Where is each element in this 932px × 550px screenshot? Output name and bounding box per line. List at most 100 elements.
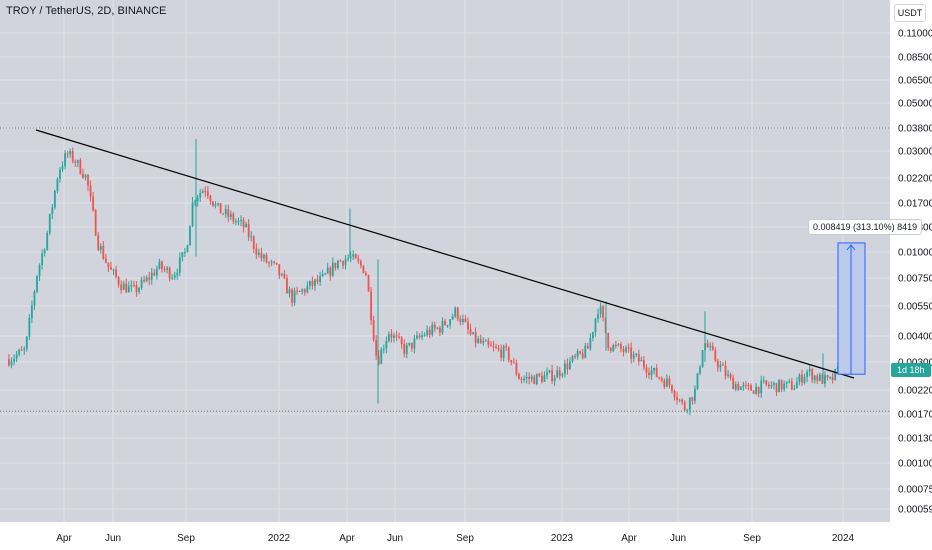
candle-body [8, 359, 10, 366]
candle-body [403, 344, 406, 354]
candle-body [648, 372, 650, 376]
candle-body [316, 279, 319, 282]
candle-body [127, 286, 130, 293]
candle-body [393, 335, 395, 338]
candle-body [388, 333, 390, 342]
candle-body [64, 153, 66, 167]
candle-body [745, 384, 747, 386]
candle-body [275, 262, 278, 265]
candle-body [212, 201, 214, 206]
candle-body [326, 267, 329, 274]
candle-body [245, 223, 248, 228]
candle-body [617, 344, 620, 346]
candle-body [433, 324, 436, 329]
candle-body [793, 388, 796, 390]
candle-body [474, 332, 477, 343]
candle-body [61, 166, 64, 170]
candle-body [535, 374, 538, 385]
candle-body [673, 391, 676, 397]
candle-body [811, 369, 814, 381]
candle-body [732, 377, 735, 390]
candle-body [303, 289, 306, 293]
candle-body [229, 214, 232, 217]
candle-body [237, 220, 240, 222]
candle-body [507, 347, 510, 361]
candle-body [625, 347, 627, 352]
candle-body [449, 319, 452, 326]
candle-body [752, 390, 755, 394]
x-tick-label: 2022 [268, 533, 291, 544]
candle-body [148, 277, 151, 280]
candle-body [528, 376, 531, 379]
candle-body [816, 375, 819, 381]
candle-body [701, 350, 704, 367]
candle-body [620, 344, 622, 349]
candle-body [451, 316, 454, 320]
candle-body [592, 332, 594, 338]
candle-body [204, 191, 207, 193]
candle-body [724, 365, 727, 376]
candle-body [298, 291, 301, 293]
candle-body [359, 261, 362, 266]
candle-body [757, 386, 760, 394]
candle-body [722, 364, 724, 366]
candle-body [663, 380, 666, 387]
candle-body [778, 379, 780, 393]
candle-body [13, 358, 15, 362]
candle-body [762, 380, 765, 382]
candle-body [747, 384, 750, 386]
candle-body [546, 372, 548, 376]
candle-body [548, 370, 551, 373]
candle-body [209, 195, 212, 202]
x-tick-label: Jun [670, 533, 686, 544]
candle-body [834, 369, 837, 381]
candle-body [801, 374, 803, 383]
candle-body [523, 378, 525, 381]
candle-body [553, 377, 556, 382]
candle-body [556, 370, 559, 378]
candle-body [331, 262, 334, 276]
candle-body [477, 338, 480, 343]
candle-body [334, 262, 337, 269]
candle-body [168, 267, 171, 279]
candle-body [671, 385, 673, 392]
x-tick-label: Jun [105, 533, 121, 544]
candle-body [821, 374, 824, 384]
candle-body [74, 161, 77, 163]
candle-body [423, 335, 426, 337]
candle-body [23, 348, 26, 350]
candle-body [33, 291, 36, 306]
candle-body [813, 375, 816, 381]
candle-body [201, 191, 204, 193]
candle-body [765, 380, 768, 385]
candle-body [818, 374, 821, 381]
candle-body [686, 410, 689, 412]
candle-body [104, 258, 107, 263]
candle-body [117, 277, 120, 285]
candle-body [36, 276, 38, 292]
candle-body [308, 280, 311, 286]
candle-body [788, 381, 791, 383]
drawings-overlay [35, 129, 866, 379]
candle-body [178, 257, 181, 273]
candle-body [166, 267, 168, 270]
price-axis [890, 0, 932, 550]
candle-body [163, 269, 166, 271]
candle-body [773, 383, 775, 385]
currency-button[interactable]: USDT [894, 4, 926, 22]
candle-body [622, 348, 625, 352]
candle-body [382, 348, 385, 350]
candle-body [678, 399, 681, 401]
candle-body [418, 335, 421, 338]
candle-body [133, 284, 135, 286]
candle-body [41, 253, 44, 265]
candle-body [413, 338, 416, 349]
candle-body [28, 317, 31, 337]
candle-body [94, 210, 97, 236]
candle-body [367, 275, 370, 292]
